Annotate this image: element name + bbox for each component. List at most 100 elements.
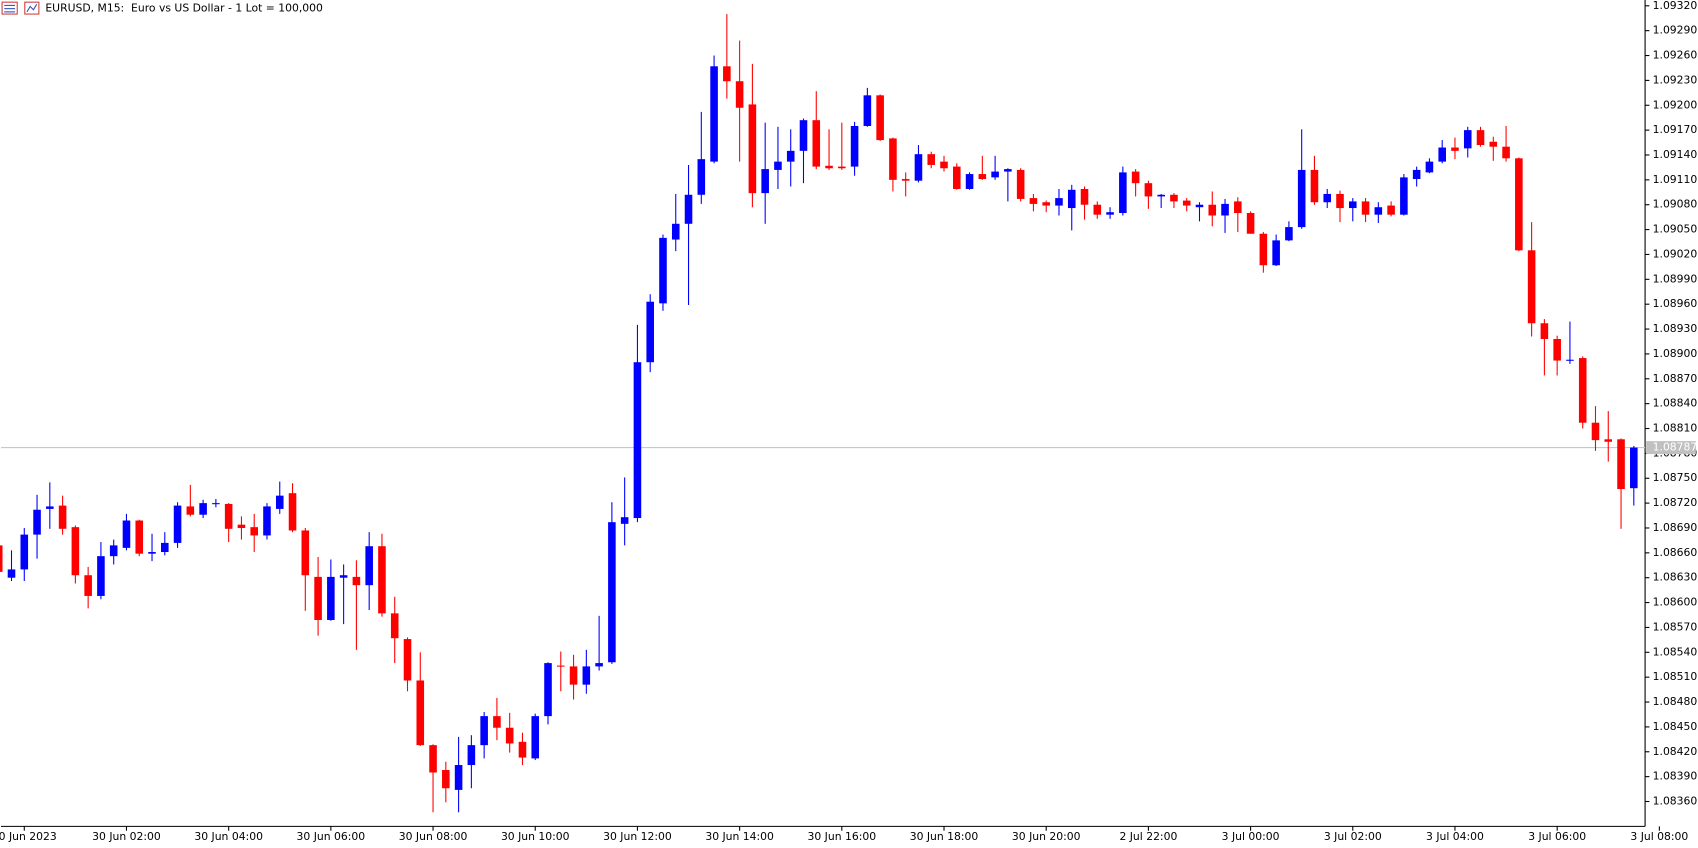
candle-body <box>275 495 284 509</box>
y-tick-label: 1.09080 <box>1653 198 1698 211</box>
candle-body <box>786 150 795 162</box>
candle-body <box>148 552 156 554</box>
candle-body <box>927 154 936 165</box>
y-tick-label: 1.08690 <box>1653 521 1698 534</box>
candle-body <box>1042 202 1050 206</box>
candle-body <box>518 741 527 758</box>
y-tick-label: 1.09290 <box>1653 24 1698 37</box>
y-tick-label: 1.08750 <box>1653 471 1698 484</box>
candle-body <box>161 542 169 553</box>
x-tick-label: 30 Jun 02:00 <box>92 830 161 843</box>
y-tick-label: 1.09200 <box>1653 98 1698 111</box>
chart-title: EURUSD, M15: Euro vs US Dollar - 1 Lot =… <box>45 2 323 15</box>
candle-body <box>58 505 67 529</box>
candle-body <box>1144 183 1153 197</box>
candle-body <box>1208 204 1217 216</box>
y-tick-label: 1.08720 <box>1653 496 1698 509</box>
y-tick-label: 1.08630 <box>1653 571 1698 584</box>
x-tick-label: 3 Jul 02:00 <box>1324 830 1382 843</box>
candle-body <box>1246 213 1255 234</box>
x-tick-label: 30 Jun 18:00 <box>910 830 979 843</box>
x-tick-label: 30 Jun 10:00 <box>501 830 570 843</box>
candle-body <box>186 506 195 515</box>
price-label: 1.08787 <box>1653 441 1698 454</box>
candle-body <box>1310 169 1319 203</box>
candle-body <box>1591 422 1600 441</box>
candle-body <box>761 169 769 194</box>
y-tick-label: 1.09170 <box>1653 123 1698 136</box>
candle-body <box>889 138 897 180</box>
candle-body <box>1131 171 1140 184</box>
x-tick-label: 30 Jun 16:00 <box>808 830 877 843</box>
candle-body <box>965 174 974 189</box>
candle-body <box>1259 233 1268 266</box>
candle-body <box>199 503 207 515</box>
candle-body <box>671 223 680 240</box>
candle-body <box>224 503 233 529</box>
y-tick-label: 1.08360 <box>1653 795 1698 808</box>
candle-body <box>33 509 41 535</box>
candle-body <box>505 727 514 744</box>
candle-body <box>1285 227 1293 241</box>
candle-body <box>1412 169 1421 180</box>
candle-body <box>467 745 476 766</box>
candle-body <box>403 639 412 681</box>
y-tick-label: 1.08510 <box>1653 670 1698 683</box>
y-tick-label: 1.08810 <box>1653 422 1698 435</box>
y-tick-label: 1.08570 <box>1653 620 1698 633</box>
y-tick-label: 1.08990 <box>1653 272 1698 285</box>
candle-body <box>71 527 80 576</box>
candle-body <box>339 575 348 578</box>
y-tick-label: 1.08540 <box>1653 645 1698 658</box>
candle-body <box>429 745 437 773</box>
y-tick-label: 1.09230 <box>1653 73 1698 86</box>
candle-body <box>1297 169 1306 228</box>
candle-body <box>1195 204 1204 208</box>
y-tick-label: 1.08450 <box>1653 720 1698 733</box>
candle-body <box>978 174 987 180</box>
candle-body <box>876 95 884 141</box>
candle-body <box>659 237 667 304</box>
candle-body <box>1080 188 1089 205</box>
candle-body <box>1029 198 1038 204</box>
candle-body <box>84 575 92 596</box>
candle-body <box>1374 207 1383 215</box>
price-label-box <box>1646 441 1696 455</box>
candle-body <box>557 665 565 667</box>
candle-body <box>1323 193 1332 203</box>
y-tick-label: 1.08600 <box>1653 596 1698 609</box>
candle-body <box>442 770 450 789</box>
candle-body <box>237 524 246 528</box>
y-tick-label: 1.08960 <box>1653 297 1698 310</box>
candle-body <box>1234 201 1242 214</box>
candle-body <box>952 166 961 189</box>
candle-body <box>97 556 105 596</box>
candle-body <box>1489 141 1498 147</box>
candle-body <box>1515 158 1523 251</box>
candle-body <box>20 534 29 570</box>
candle-body <box>480 716 488 746</box>
y-tick-label: 1.08420 <box>1653 745 1698 758</box>
candle-body <box>735 81 744 108</box>
x-tick-label: 30 Jun 06:00 <box>297 830 366 843</box>
candle-body <box>1553 339 1561 361</box>
candle-body <box>544 663 552 717</box>
candle-body <box>1387 205 1395 215</box>
y-tick-label: 1.08390 <box>1653 770 1698 783</box>
x-tick-label: 2 Jul 22:00 <box>1119 830 1177 843</box>
x-tick-label: 30 Jun 14:00 <box>705 830 774 843</box>
x-tick-label: 30 Jun 12:00 <box>603 830 672 843</box>
candle-body <box>122 520 131 548</box>
icon-list <box>1 1 18 15</box>
candle-body <box>1170 194 1178 202</box>
x-tick-label: 3 Jul 04:00 <box>1426 830 1484 843</box>
candle-body <box>250 527 258 536</box>
candle-body <box>314 576 322 620</box>
candle-body <box>263 506 271 536</box>
candle-body <box>1093 204 1102 215</box>
candle-body <box>1476 130 1485 146</box>
y-tick-label: 1.09320 <box>1653 0 1698 12</box>
candle-body <box>416 680 425 746</box>
y-tick-label: 1.09110 <box>1653 173 1698 186</box>
